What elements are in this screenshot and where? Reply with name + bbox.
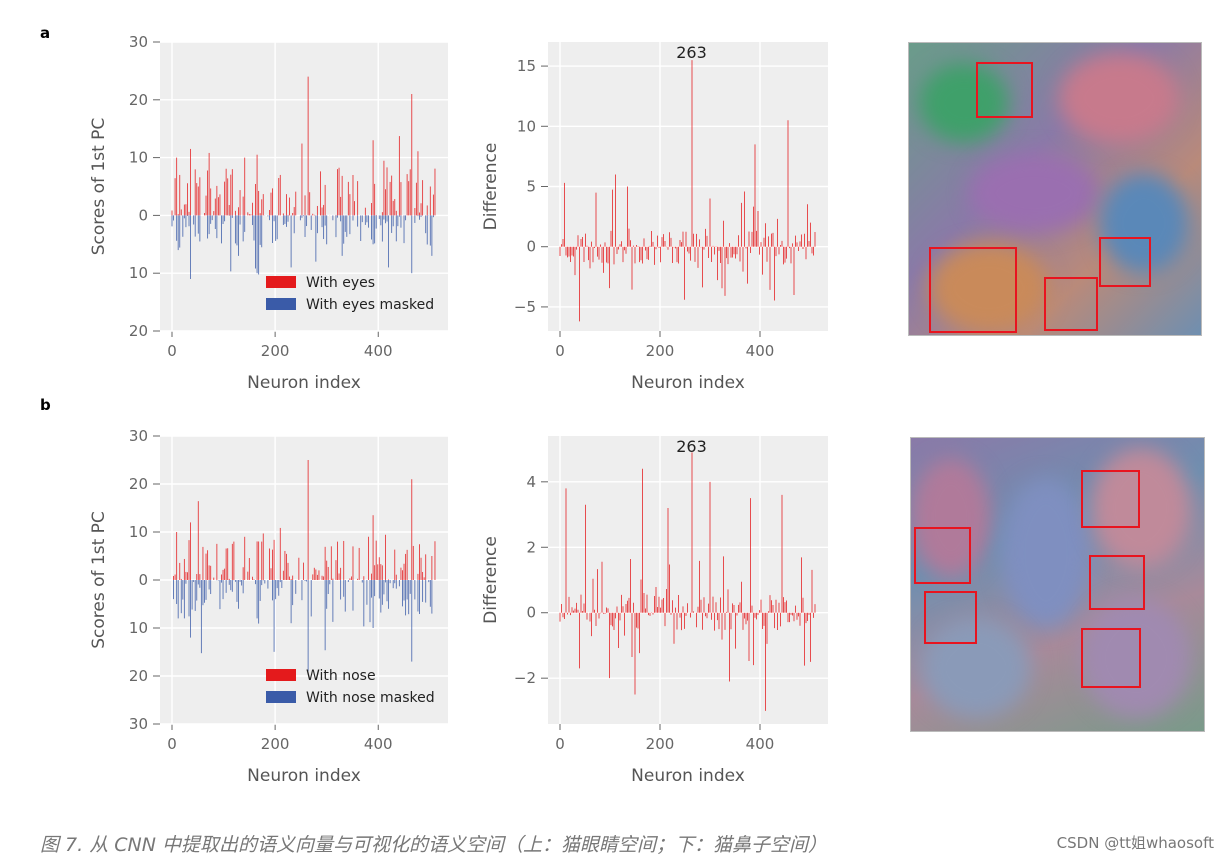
y-tick-label: 20 (129, 475, 148, 493)
x-tick-label: 200 (646, 735, 675, 753)
x-tick-label: 400 (746, 735, 775, 753)
viz-patch (969, 153, 1099, 233)
x-tick-label: 0 (167, 342, 177, 360)
y-tick-label: 5 (526, 178, 536, 196)
peak-annotation: 263 (676, 437, 707, 456)
feature-visualization-nose (910, 437, 1205, 732)
highlight-box (929, 247, 1017, 333)
highlight-box (924, 591, 977, 644)
highlight-box (1081, 628, 1141, 688)
y-tick-label: 2 (526, 538, 536, 556)
highlight-box (1044, 277, 1098, 331)
highlight-box (1089, 555, 1145, 610)
figure-caption: 图 7. 从 CNN 中提取出的语义向量与可视化的语义空间（上：猫眼睛空间；下：… (40, 834, 827, 856)
x-tick-label: 200 (261, 735, 290, 753)
x-tick-label: 200 (261, 342, 290, 360)
viz-patch (1091, 448, 1191, 568)
y-axis-label: Scores of 1st PC (89, 118, 109, 256)
x-tick-label: 400 (364, 735, 393, 753)
legend-label: With nose masked (306, 690, 435, 706)
y-tick-label: −2 (514, 669, 536, 687)
legend-swatch (266, 276, 296, 288)
viz-patch (1081, 598, 1191, 718)
y-tick-label: 4 (526, 473, 536, 491)
y-tick-label: 30 (129, 427, 148, 445)
y-tick-label: 10 (129, 619, 148, 637)
legend-swatch (266, 669, 296, 681)
y-tick-label: 0 (526, 604, 536, 622)
y-tick-label: 30 (129, 33, 148, 51)
legend-label: With nose (306, 668, 376, 684)
viz-patch (919, 63, 1009, 143)
y-axis-label: Scores of 1st PC (89, 511, 109, 649)
highlight-box (976, 62, 1033, 118)
x-tick-label: 400 (746, 342, 775, 360)
feature-visualization-eyes (908, 42, 1202, 336)
peak-annotation: 263 (676, 43, 707, 62)
viz-patch (1001, 478, 1091, 628)
y-axis-label: Difference (481, 536, 501, 624)
x-axis-label: Neuron index (631, 373, 745, 393)
y-tick-label: 30 (129, 715, 148, 733)
viz-patch (1099, 173, 1189, 273)
watermark: CSDN @tt姐whaosoft (1056, 834, 1214, 852)
plot-area (160, 42, 448, 331)
highlight-box (1081, 470, 1140, 528)
x-tick-label: 200 (646, 342, 675, 360)
y-tick-label: 0 (138, 571, 148, 589)
highlight-box (914, 527, 971, 584)
y-tick-label: 15 (517, 57, 536, 75)
y-tick-label: 20 (129, 667, 148, 685)
x-axis-label: Neuron index (247, 373, 361, 393)
legend-label: With eyes (306, 275, 375, 291)
viz-patch (1059, 53, 1179, 143)
legend-swatch (266, 691, 296, 703)
y-tick-label: 10 (129, 264, 148, 282)
legend-swatch (266, 298, 296, 310)
panel-label-b: b (40, 396, 51, 414)
y-tick-label: 20 (129, 91, 148, 109)
viz-patch (911, 458, 991, 578)
highlight-box (1099, 237, 1151, 287)
x-tick-label: 400 (364, 342, 393, 360)
y-tick-label: 20 (129, 322, 148, 340)
y-tick-label: 10 (517, 117, 536, 135)
x-axis-label: Neuron index (247, 766, 361, 786)
panel-label-a: a (40, 24, 51, 42)
y-tick-label: 0 (526, 238, 536, 256)
y-tick-label: −5 (514, 298, 536, 316)
viz-patch (929, 243, 1049, 333)
y-tick-label: 0 (138, 206, 148, 224)
plot-area (548, 436, 828, 724)
y-tick-label: 10 (129, 149, 148, 167)
y-tick-label: 10 (129, 523, 148, 541)
x-tick-label: 0 (167, 735, 177, 753)
x-tick-label: 0 (555, 735, 565, 753)
x-axis-label: Neuron index (631, 766, 745, 786)
y-axis-label: Difference (481, 143, 501, 231)
legend-label: With eyes masked (306, 297, 434, 313)
x-tick-label: 0 (555, 342, 565, 360)
